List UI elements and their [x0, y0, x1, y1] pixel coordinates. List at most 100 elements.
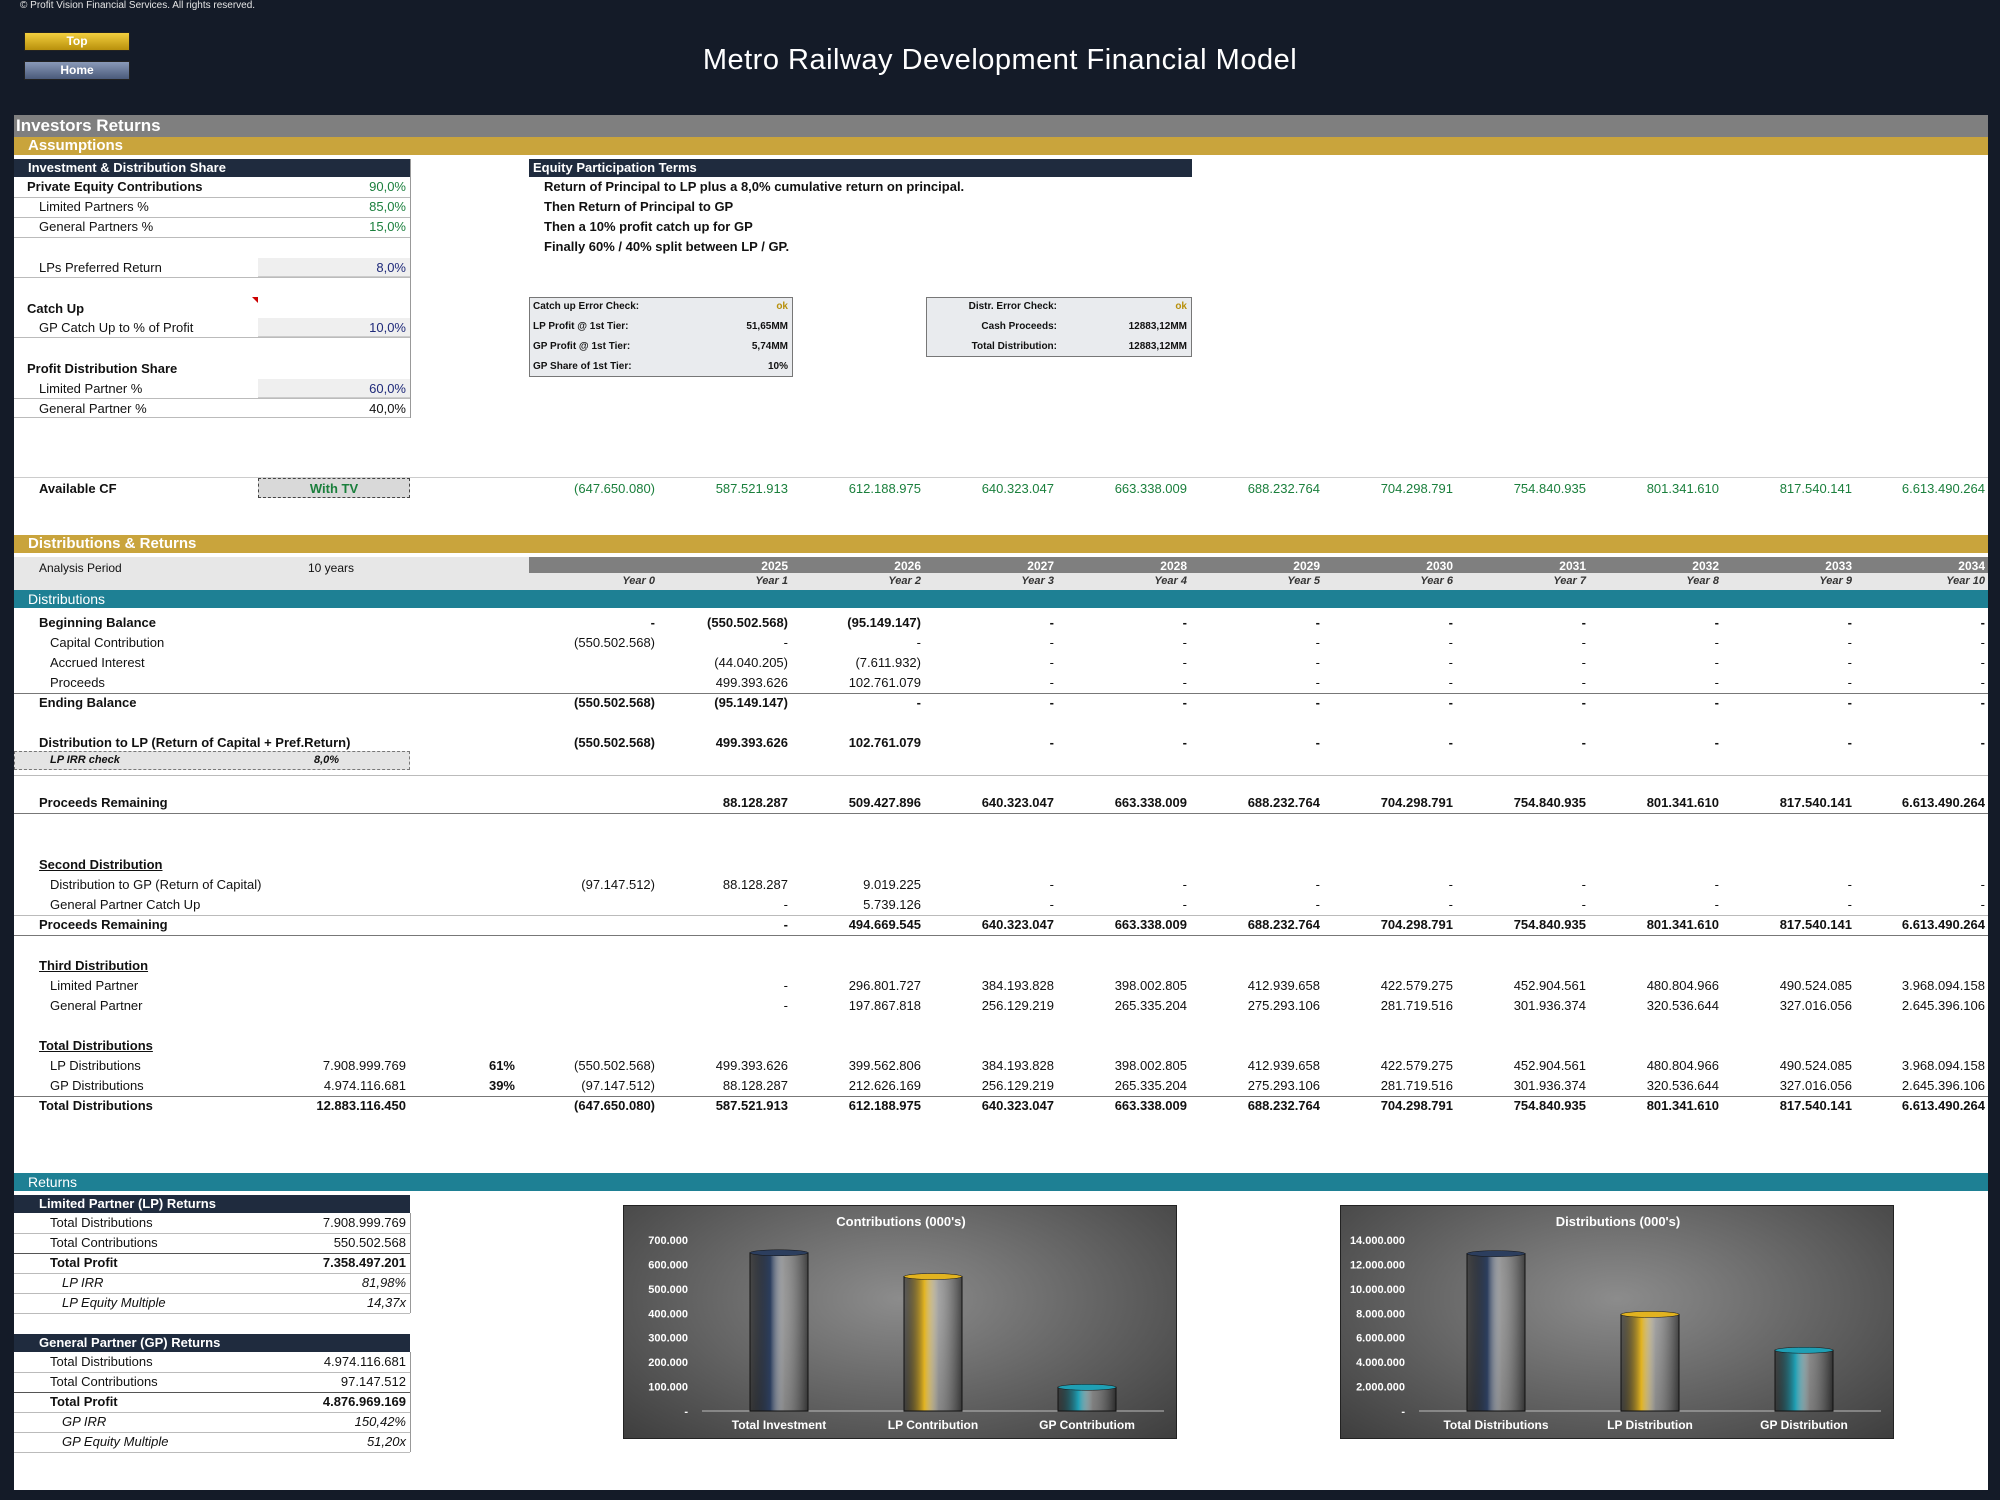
row-value: (95.149.147): [847, 615, 921, 630]
row-value: -: [916, 695, 921, 710]
y-tick-label: 100.000: [648, 1382, 688, 1394]
pref-return-input[interactable]: 8,0%: [376, 260, 406, 275]
check-label: GP Share of 1st Tier:: [533, 361, 632, 372]
row-value: -: [1581, 635, 1586, 650]
row-label: Accrued Interest: [50, 655, 145, 670]
check-value: 51,65MM: [746, 321, 788, 332]
row-value: -: [1980, 897, 1985, 912]
y-tick-label: 200.000: [648, 1357, 688, 1369]
bar-top: [1774, 1346, 1834, 1354]
check-label: LP Profit @ 1st Tier:: [533, 321, 629, 332]
returns-label: GP Equity Multiple: [62, 1434, 169, 1449]
row-value: -: [783, 897, 788, 912]
dist-returns-band: Distributions & Returns: [14, 535, 1988, 553]
top-button[interactable]: Top: [24, 32, 130, 51]
row-value: 256.129.219: [981, 998, 1054, 1013]
gp-catchup-input[interactable]: 10,0%: [369, 320, 406, 335]
returns-value: 7.908.999.769: [322, 1215, 406, 1230]
bar-top: [749, 1249, 809, 1257]
row-value: (647.650.080): [574, 1098, 655, 1113]
row-value: -: [1714, 615, 1719, 630]
row-percent: 39%: [488, 1078, 515, 1093]
y-tick-label: -: [1401, 1406, 1405, 1418]
row-value: -: [1980, 615, 1985, 630]
row-value: -: [1581, 735, 1586, 750]
check-value: ok: [1175, 301, 1187, 312]
tv-selector[interactable]: With TV: [309, 481, 359, 496]
check-label: Cash Proceeds:: [981, 321, 1057, 332]
row-value: -: [1581, 615, 1586, 630]
row-label: Proceeds Remaining: [39, 917, 168, 932]
returns-value: 51,20x: [366, 1434, 406, 1449]
row-value: -: [1315, 695, 1320, 710]
row-total: 4.974.116.681: [323, 1078, 406, 1093]
row-value: 2.645.396.106: [1901, 998, 1985, 1013]
row-value: 102.761.079: [848, 675, 921, 690]
lp-share-input[interactable]: 60,0%: [369, 381, 406, 396]
row-label: Proceeds Remaining: [39, 795, 168, 810]
row-value: 384.193.828: [981, 1058, 1054, 1073]
bar: [1057, 1386, 1117, 1412]
row-value: 398.002.805: [1114, 978, 1187, 993]
row-value: -: [1049, 615, 1054, 630]
row-value: 499.393.626: [715, 675, 788, 690]
returns-value: 97.147.512: [340, 1374, 406, 1389]
row-value: -: [1049, 897, 1054, 912]
check-value: 5,74MM: [751, 341, 788, 352]
row-value: -: [1049, 877, 1054, 892]
returns-label: Total Profit: [50, 1255, 118, 1270]
chart-title: Distributions (000's): [1556, 1214, 1680, 1229]
x-category-label: Total Distributions: [1443, 1418, 1548, 1432]
returns-value: 81,98%: [361, 1275, 406, 1290]
row-value: -: [1581, 695, 1586, 710]
year-cell: 2033: [1825, 559, 1852, 573]
row-value: 296.801.727: [848, 978, 921, 993]
analysis-period-value: 10 years: [308, 561, 355, 575]
row-value: 612.188.975: [848, 1098, 921, 1113]
row-value: -: [1847, 615, 1852, 630]
available-cf-value: 817.540.141: [1779, 481, 1852, 496]
available-cf-value: 688.232.764: [1247, 481, 1320, 496]
check-label: Catch up Error Check:: [533, 301, 640, 312]
returns-value: 4.876.969.169: [322, 1394, 406, 1409]
row-value: -: [916, 635, 921, 650]
profit-share-title: Profit Distribution Share: [27, 361, 178, 376]
returns-band: Returns: [14, 1173, 1988, 1191]
year-label-cell: Year 9: [1819, 575, 1852, 587]
equity-terms-header: Equity Participation Terms: [529, 159, 1192, 177]
row-value: -: [1315, 877, 1320, 892]
row-value: 663.338.009: [1114, 795, 1187, 810]
row-value: (550.502.568): [574, 635, 655, 650]
row-value: -: [1049, 695, 1054, 710]
row-percent: 61%: [488, 1058, 515, 1073]
row-label: LP Distributions: [50, 1058, 141, 1073]
returns-label: LP IRR: [62, 1275, 104, 1290]
x-category-label: LP Distribution: [1607, 1418, 1693, 1432]
row-value: -: [1714, 655, 1719, 670]
row-value: 320.536.644: [1646, 998, 1719, 1013]
section-title: Investors Returns: [14, 115, 1988, 137]
gp-percent-value: 15,0%: [369, 219, 406, 234]
row-value: 754.840.935: [1513, 1098, 1586, 1113]
lp-percent-value: 85,0%: [369, 199, 406, 214]
row-value: -: [1581, 877, 1586, 892]
returns-value: 150,42%: [354, 1414, 406, 1429]
row-label: Distribution to GP (Return of Capital): [50, 877, 262, 892]
row-value: 6.613.490.264: [1901, 1098, 1985, 1113]
row-value: (95.149.147): [714, 695, 788, 710]
row-value: 102.761.079: [848, 735, 921, 750]
home-button[interactable]: Home: [24, 61, 130, 80]
available-cf-value: 640.323.047: [981, 481, 1054, 496]
row-value: 688.232.764: [1247, 1098, 1320, 1113]
row-value: (550.502.568): [707, 615, 788, 630]
row-value: 3.968.094.158: [1901, 978, 1985, 993]
row-value: 301.936.374: [1513, 1078, 1586, 1093]
row-value: 663.338.009: [1114, 1098, 1187, 1113]
row-value: 801.341.610: [1646, 795, 1719, 810]
row-value: -: [1714, 695, 1719, 710]
row-value: -: [1847, 635, 1852, 650]
returns-label: Total Profit: [50, 1394, 118, 1409]
row-value: 412.939.658: [1247, 978, 1320, 993]
row-value: 754.840.935: [1513, 917, 1586, 932]
contributions-chart: Contributions (000's) - 100.000 200.000 300.…: [623, 1205, 1177, 1439]
